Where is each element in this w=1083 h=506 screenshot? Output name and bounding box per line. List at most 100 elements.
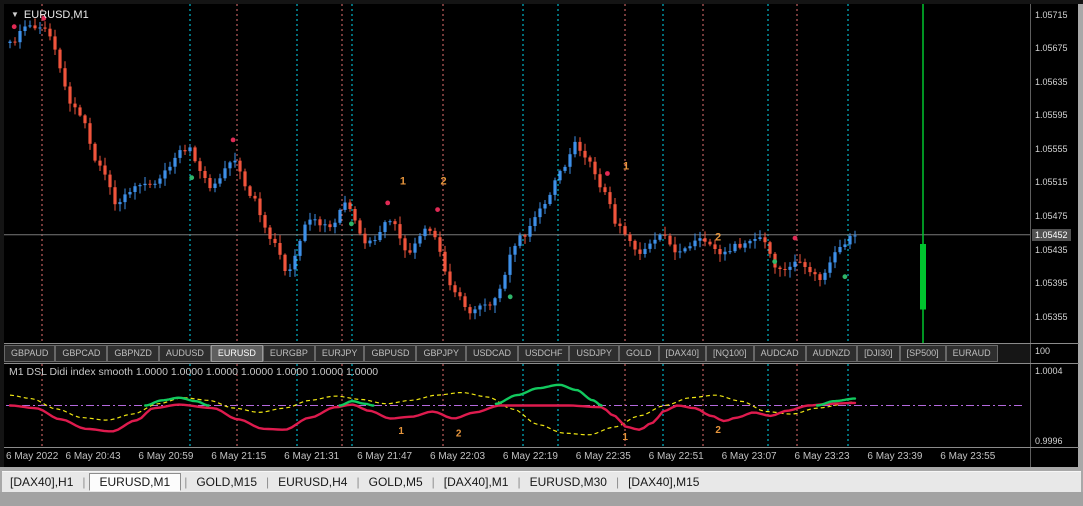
symbol-button-sp500[interactable]: [SP500] — [899, 345, 946, 362]
chart-tab-eurusd-m1[interactable]: EURUSD,M1 — [88, 473, 182, 491]
candle-body — [273, 238, 277, 243]
candle-body — [618, 223, 622, 226]
candle-body — [198, 161, 202, 171]
symbol-button-euraud[interactable]: EURAUD — [945, 345, 998, 362]
candle-body — [728, 251, 732, 253]
candle-body — [323, 224, 327, 226]
symbol-button-eurjpy[interactable]: EURJPY — [314, 345, 365, 362]
candle-body — [468, 307, 472, 314]
candle-body — [663, 234, 667, 236]
symbol-button-gbpaud[interactable]: GBPAUD — [4, 345, 56, 362]
symbol-button-gbpusd[interactable]: GBPUSD — [364, 345, 417, 362]
time-axis[interactable]: 6 May 2022 6 May 20:43 6 May 20:59 6 May 21… — [4, 448, 1030, 467]
pane-splitter[interactable] — [4, 363, 1079, 364]
time-axis-label: 6 May 20:59 — [138, 451, 194, 462]
candle-body — [183, 150, 187, 152]
candle-body — [633, 240, 637, 250]
candle-body — [843, 244, 847, 247]
candle-body — [413, 243, 417, 253]
indicator-canvas[interactable]: 1 2 1 2 — [4, 364, 1030, 447]
candle-body — [758, 237, 762, 239]
chart-tab-eurusd-h4[interactable]: EURUSD,H4 — [278, 475, 348, 489]
symbol-button-eurgbp[interactable]: EURGBP — [262, 345, 315, 362]
price-scale[interactable]: 1.05715 1.05675 1.05635 1.05595 1.05555 1.055… — [1030, 4, 1078, 467]
sell-signal-dot — [792, 235, 798, 241]
symbol-button-gbpjpy[interactable]: GBPJPY — [416, 345, 466, 362]
chart-symbol-label[interactable]: ▼ EURUSD,M1 — [11, 9, 89, 21]
symbol-button-audnzd[interactable]: AUDNZD — [805, 345, 858, 362]
candle-body — [563, 166, 567, 171]
candle-body — [348, 202, 352, 209]
chart-tab-gold-m15[interactable]: GOLD,M15 — [196, 475, 257, 489]
candle-body — [793, 261, 797, 267]
symbol-button-eurusd[interactable]: EURUSD — [210, 345, 263, 362]
candle-body — [118, 202, 122, 205]
candle-body — [423, 228, 427, 237]
signal-number-label: 2 — [715, 425, 721, 436]
candle-body — [598, 174, 602, 188]
tab-separator: | — [266, 475, 270, 489]
candle-body — [238, 160, 242, 172]
price-scale-label: 1.05595 — [1035, 110, 1068, 121]
indicator-scale-min-label: 0.9996 — [1035, 435, 1063, 446]
symbol-button-usdjpy[interactable]: USDJPY — [569, 345, 619, 362]
candle-body — [378, 232, 382, 241]
symbol-button-dax40[interactable]: [DAX40] — [658, 345, 707, 362]
candle-body — [648, 243, 652, 249]
symbol-button-nq100[interactable]: [NQ100] — [706, 345, 754, 362]
candle-body — [258, 198, 262, 216]
main-chart-pane[interactable]: 1 2 1 2 ▼ EURUSD,M1 — [4, 4, 1030, 343]
candle-body — [288, 269, 292, 271]
symbol-button-audusd[interactable]: AUDUSD — [158, 345, 211, 362]
symbol-button-usdchf[interactable]: USDCHF — [517, 345, 570, 362]
chart-tab--dax40--m1[interactable]: [DAX40],M1 — [443, 475, 509, 489]
candle-body — [123, 194, 127, 203]
candle-body — [33, 25, 37, 29]
symbol-button-gold[interactable]: GOLD — [619, 345, 659, 362]
symbol-button-gbpcad[interactable]: GBPCAD — [55, 345, 108, 362]
symbol-button-usdcad[interactable]: USDCAD — [465, 345, 518, 362]
candle-body — [18, 31, 22, 43]
candle-body — [548, 194, 552, 204]
pane-splitter[interactable] — [4, 343, 1079, 344]
time-axis-label: 6 May 20:43 — [65, 451, 121, 462]
candle-body — [683, 248, 687, 252]
candle-body — [558, 170, 562, 181]
candle-body — [218, 178, 222, 184]
candle-body — [313, 219, 317, 221]
symbol-button-gbpnzd[interactable]: GBPNZD — [107, 345, 159, 362]
candle-body — [53, 36, 57, 50]
tab-separator: | — [615, 475, 620, 489]
chart-tab-gold-m5[interactable]: GOLD,M5 — [368, 475, 423, 489]
candle-body — [178, 150, 182, 158]
candle-body — [153, 183, 157, 185]
time-axis-label: 6 May 21:31 — [284, 451, 340, 462]
price-chart-canvas[interactable]: 1 2 1 2 — [4, 4, 1030, 343]
candle-body — [743, 243, 747, 248]
chart-dropdown-icon[interactable]: ▼ — [11, 10, 19, 19]
chart-tab--dax40--h1[interactable]: [DAX40],H1 — [10, 475, 74, 489]
candle-body — [28, 25, 32, 27]
chart-tab-eurusd-m30[interactable]: EURUSD,M30 — [529, 475, 607, 489]
candle-body — [693, 240, 697, 247]
candle-body — [143, 183, 147, 186]
green-bar-object[interactable] — [920, 244, 926, 310]
symbol-button-audcad[interactable]: AUDCAD — [753, 345, 806, 362]
tab-separator: | — [431, 475, 435, 489]
sell-signal-dot — [41, 15, 47, 21]
candle-body — [73, 103, 77, 108]
buy-signal-dot — [507, 294, 513, 300]
candle-body — [398, 224, 402, 239]
pane-splitter[interactable] — [4, 447, 1079, 448]
price-scale-label: 1.05555 — [1035, 143, 1068, 154]
candle-body — [393, 221, 397, 225]
candle-body — [818, 274, 822, 280]
candle-body — [503, 274, 507, 289]
candle-body — [723, 251, 727, 255]
candle-body — [138, 185, 142, 187]
indicator-subwindow[interactable]: 1 2 1 2 M1 DSL Didi index smooth 1.0000 1.0… — [4, 364, 1030, 447]
chart-tab--dax40--m15[interactable]: [DAX40],M15 — [628, 475, 700, 489]
symbol-button-dji30[interactable]: [DJI30] — [857, 345, 900, 362]
signal-number-label: 2 — [715, 232, 721, 244]
candle-body — [158, 178, 162, 184]
